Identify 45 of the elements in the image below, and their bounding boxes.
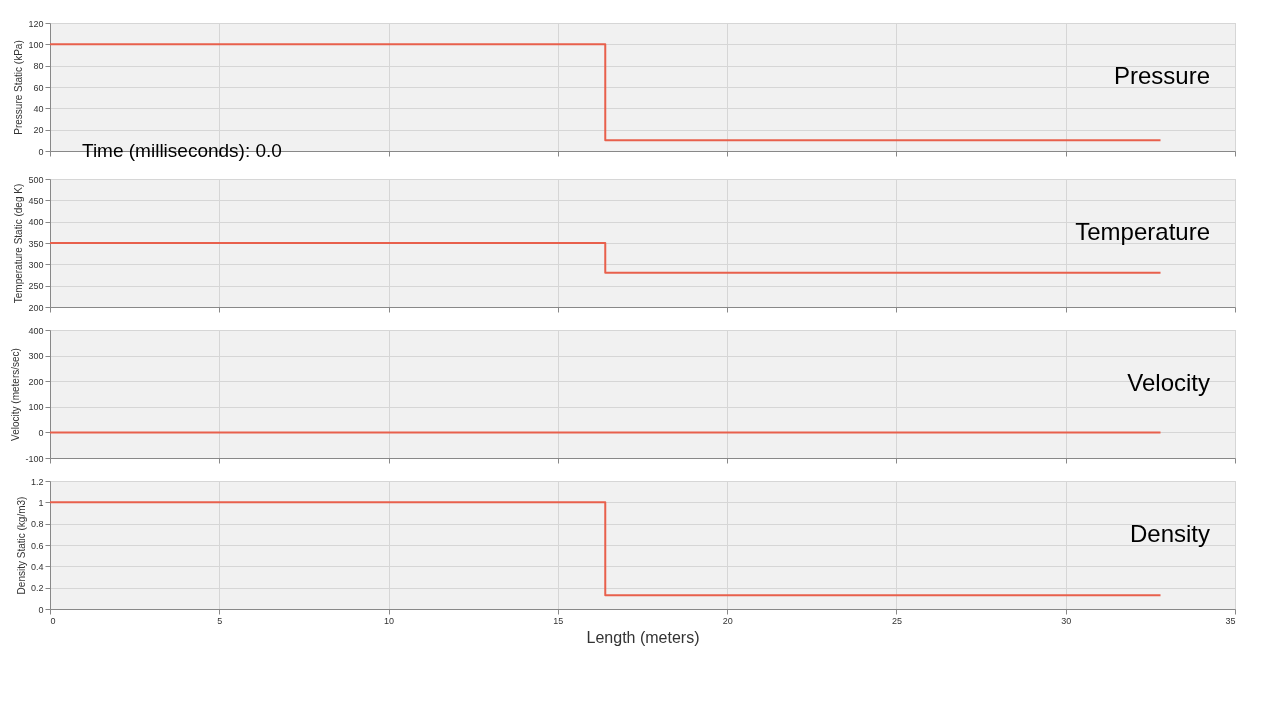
y-tick-label: 250	[28, 281, 44, 292]
y-tick-label: 1.2	[30, 476, 44, 487]
y-tick-label: 80	[33, 61, 44, 72]
x-tick-label: 30	[1061, 615, 1072, 626]
y-tick-label: 300	[28, 351, 44, 362]
y-tick-label: 120	[28, 18, 44, 29]
y-tick-label: 100	[28, 39, 44, 50]
y-tick-label: 0	[38, 427, 44, 438]
y-tick-label: 350	[28, 238, 44, 249]
y-axis-title: Velocity (meters/sec)	[10, 348, 22, 441]
y-tick-label: -100	[25, 453, 44, 464]
x-tick-label: 15	[553, 615, 564, 626]
annotation: Time (milliseconds): 0.0	[82, 140, 282, 161]
y-tick-label: 40	[33, 103, 44, 114]
y-tick-label: 450	[28, 195, 44, 206]
y-tick-label: 0.8	[30, 519, 44, 530]
y-tick-label: 20	[33, 125, 44, 136]
y-tick-label: 500	[28, 174, 44, 185]
y-tick-label: 0	[38, 146, 44, 157]
y-axis-title: Density Static (kg/m3)	[15, 496, 27, 595]
x-tick-label: 25	[891, 615, 902, 626]
y-tick-label: 60	[33, 82, 44, 93]
y-axis-title: Temperature Static (deg K)	[13, 183, 25, 304]
x-axis-title: Length (meters)	[586, 628, 700, 646]
annotation: Density	[1129, 519, 1210, 547]
y-tick-label: 300	[28, 259, 44, 270]
y-tick-label: 0.4	[30, 561, 44, 572]
annotation: Pressure	[1113, 61, 1210, 89]
y-tick-label: 1	[38, 497, 44, 508]
annotation: Temperature	[1075, 217, 1210, 245]
x-tick-label: 35	[1225, 615, 1236, 626]
x-tick-label: 5	[217, 615, 223, 626]
y-tick-label: 400	[28, 217, 44, 228]
y-tick-label: 0	[38, 604, 44, 615]
y-axis-title: Pressure Static (kPa)	[13, 40, 25, 135]
y-tick-label: 200	[28, 376, 44, 387]
x-tick-label: 10	[384, 615, 395, 626]
y-tick-label: 0.2	[30, 583, 44, 594]
y-tick-label: 0.6	[30, 540, 44, 551]
y-tick-label: 400	[28, 325, 44, 336]
y-tick-label: 200	[28, 302, 44, 313]
x-tick-label: 20	[722, 615, 733, 626]
annotation: Velocity	[1127, 368, 1210, 396]
y-tick-label: 100	[28, 402, 44, 413]
x-tick-label: 0	[50, 615, 56, 626]
